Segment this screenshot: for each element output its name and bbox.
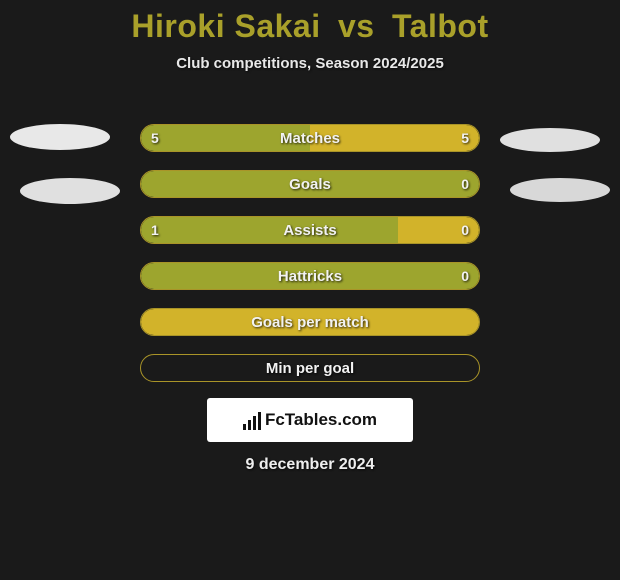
player-badge-top_left — [10, 124, 110, 150]
stat-row: Goals0 — [140, 170, 480, 198]
player-badge-mid_left — [20, 178, 120, 204]
stat-value-player2: 0 — [461, 263, 469, 289]
stat-label: Matches — [141, 125, 479, 151]
stat-label: Goals per match — [141, 309, 479, 335]
vs-text: vs — [338, 8, 375, 44]
stat-value-player2: 0 — [461, 217, 469, 243]
fctables-logo: FcTables.com — [207, 398, 413, 442]
logo-text: FcTables.com — [265, 410, 377, 430]
stat-label: Goals — [141, 171, 479, 197]
stat-label: Assists — [141, 217, 479, 243]
stat-row: Assists1 0 — [140, 216, 480, 244]
stat-value-player1: 1 — [151, 217, 159, 243]
stat-row: Matches5 5 — [140, 124, 480, 152]
logo-bars-icon — [243, 410, 261, 430]
date-text: 9 december 2024 — [0, 456, 620, 474]
player1-name: Hiroki Sakai — [131, 8, 320, 44]
stat-row: Goals per match — [140, 308, 480, 336]
stat-row: Hattricks0 — [140, 262, 480, 290]
stat-label: Min per goal — [141, 355, 479, 381]
comparison-chart: Matches55Goals0Assists10Hattricks0Goals … — [140, 124, 480, 400]
player-badge-top_right — [500, 128, 600, 152]
stat-label: Hattricks — [141, 263, 479, 289]
player-badge-mid_right — [510, 178, 610, 202]
player2-name: Talbot — [392, 8, 489, 44]
stat-row: Min per goal — [140, 354, 480, 382]
subtitle-text: Club competitions, Season 2024/2025 — [0, 55, 620, 72]
stat-value-player2: 5 — [461, 125, 469, 151]
comparison-title: Hiroki Sakai vs Talbot — [0, 0, 620, 45]
stat-value-player1: 5 — [151, 125, 159, 151]
stat-value-player2: 0 — [461, 171, 469, 197]
